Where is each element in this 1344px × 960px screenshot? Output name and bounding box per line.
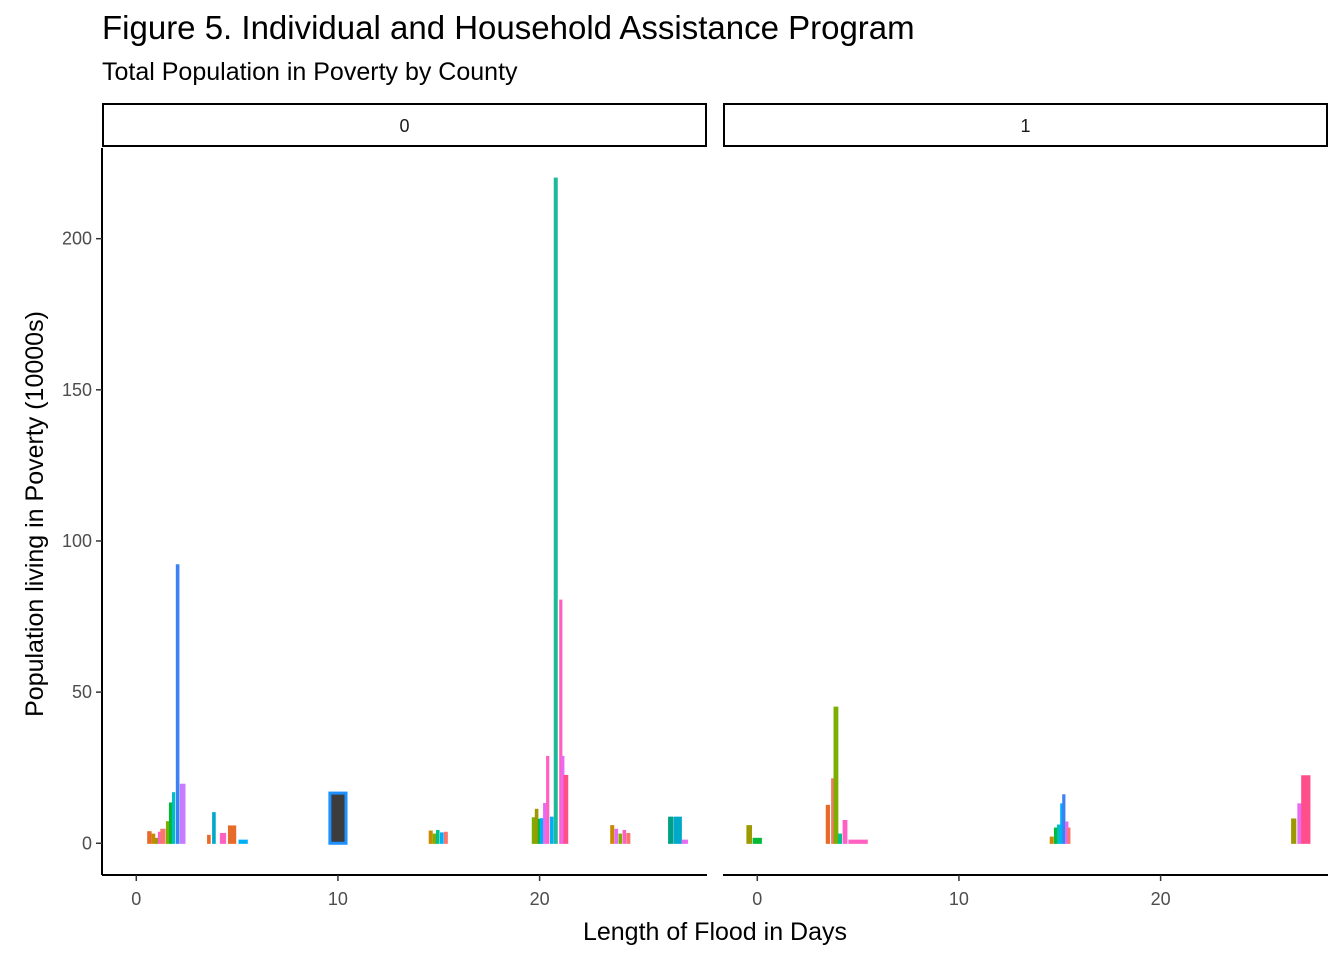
bar xyxy=(1053,827,1058,844)
bar xyxy=(534,808,539,844)
bar xyxy=(626,832,631,844)
bar xyxy=(539,818,544,844)
bar xyxy=(1301,775,1311,844)
bar xyxy=(1056,824,1061,844)
bar xyxy=(443,831,448,844)
bar xyxy=(746,825,753,844)
bar xyxy=(328,791,348,845)
bar xyxy=(543,803,547,844)
bar xyxy=(546,755,550,844)
bar xyxy=(432,833,437,844)
bar xyxy=(531,817,536,844)
facet-strip-label: 0 xyxy=(399,116,409,136)
bar xyxy=(1062,794,1066,844)
bar xyxy=(842,819,848,844)
x-tick-label: 20 xyxy=(530,889,550,909)
x-axis-title: Length of Flood in Days xyxy=(583,918,847,946)
x-tick-label: 10 xyxy=(949,889,969,909)
x-tick-label: 10 xyxy=(328,889,348,909)
bar xyxy=(212,812,216,844)
bar xyxy=(151,833,156,844)
x-tick-label: 20 xyxy=(1151,889,1171,909)
bar xyxy=(157,831,162,844)
bar xyxy=(1049,836,1054,844)
bar xyxy=(175,564,180,844)
bar xyxy=(179,783,186,844)
bar xyxy=(618,833,623,844)
facet-strip-label: 1 xyxy=(1020,116,1030,136)
bar xyxy=(219,832,227,844)
chart-subtitle: Total Population in Poverty by County xyxy=(102,58,518,86)
bar xyxy=(752,837,762,844)
bar xyxy=(435,829,440,844)
panel-1: 10 10 20 xyxy=(723,103,1328,909)
bar xyxy=(1067,827,1071,844)
bar xyxy=(165,821,170,844)
bar xyxy=(563,774,569,844)
bar xyxy=(160,828,166,844)
y-tick-label: 150 xyxy=(62,380,92,400)
bar xyxy=(837,833,842,844)
bar xyxy=(681,839,688,844)
bar xyxy=(833,706,839,844)
bar xyxy=(1297,803,1303,844)
y-tick-label: 0 xyxy=(82,833,92,853)
bar xyxy=(154,837,159,844)
bar xyxy=(1291,818,1297,844)
x-tick-label: 0 xyxy=(131,889,141,909)
bar xyxy=(622,829,627,844)
bar xyxy=(553,177,558,844)
bar xyxy=(614,828,619,844)
facet-strip xyxy=(102,103,707,147)
bar xyxy=(610,825,615,844)
bar xyxy=(428,830,433,844)
bar xyxy=(147,831,152,844)
y-axis-title: Population living in Poverty (10000s) xyxy=(21,311,49,717)
bar xyxy=(439,832,444,844)
bar xyxy=(668,816,674,844)
y-tick-label: 100 xyxy=(62,531,92,551)
bar xyxy=(673,816,682,844)
bar xyxy=(238,839,248,844)
bar xyxy=(171,792,176,844)
bar xyxy=(559,599,563,844)
y-tick-label: 200 xyxy=(62,229,92,249)
facet-strip xyxy=(723,103,1328,147)
x-tick-label: 0 xyxy=(752,889,762,909)
bar xyxy=(168,802,173,844)
y-tick-label: 50 xyxy=(72,682,92,702)
panel-0: 0 0 50 100 150 200 0 10 20 xyxy=(62,103,707,909)
bar xyxy=(227,825,237,844)
chart-title: Figure 5. Individual and Household Assis… xyxy=(102,9,915,46)
bar xyxy=(825,804,830,844)
bar xyxy=(549,816,554,844)
bar xyxy=(848,839,868,844)
bar xyxy=(207,834,211,844)
